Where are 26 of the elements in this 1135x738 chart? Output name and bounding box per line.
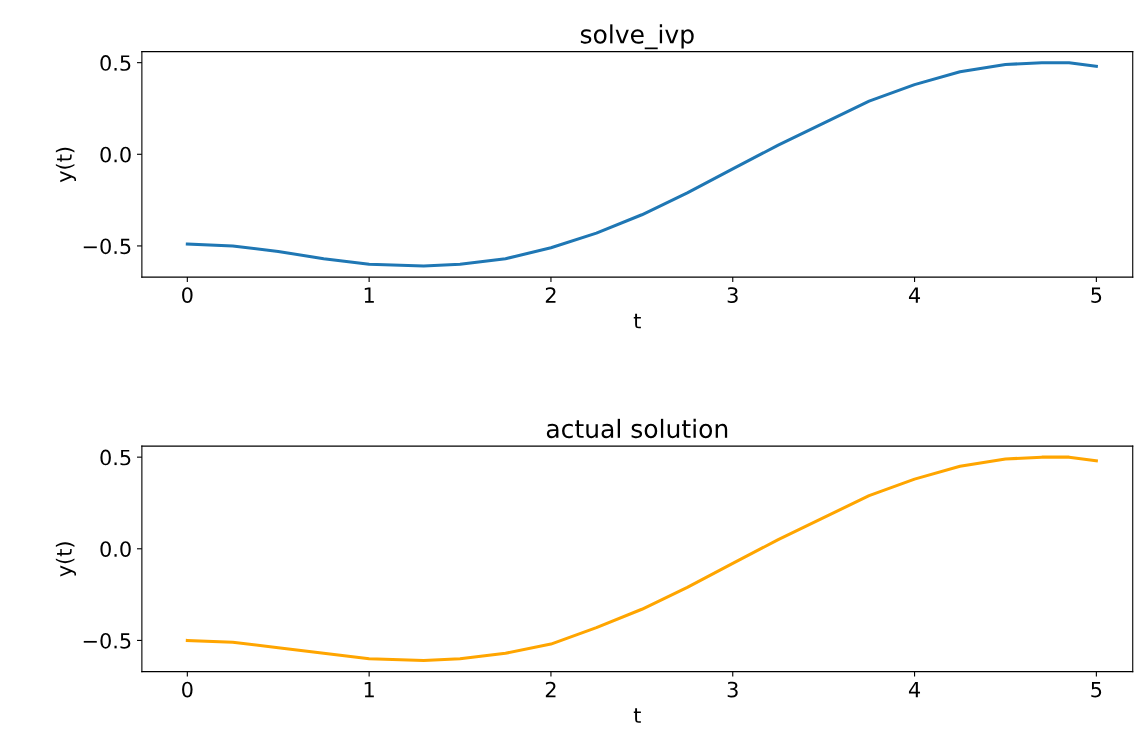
x-tick-label: 0 (182, 287, 193, 303)
y-tick-label: −0.5 (83, 632, 131, 649)
line-series (185, 455, 1098, 663)
x-axis-title: t (633, 313, 641, 329)
y-tick-label: 0.5 (100, 449, 131, 466)
x-tick-label: 3 (727, 287, 738, 303)
y-tick-label: −0.5 (83, 238, 131, 255)
y-axis-title: y(t) (55, 542, 77, 577)
y-axis-title: y(t) (55, 147, 77, 183)
x-tick-label: 0 (182, 681, 193, 698)
chart-title: solve_ivp (580, 24, 694, 50)
x-tick-label: 1 (364, 681, 374, 698)
x-tick-label: 4 (908, 287, 921, 303)
x-tick-label: 2 (545, 681, 556, 698)
x-tick-label: 1 (364, 287, 374, 303)
x-tick-label: 2 (545, 287, 556, 303)
x-tick-label: 3 (727, 681, 738, 698)
chart-title: actual solution (546, 418, 728, 439)
line-series (185, 61, 1098, 268)
y-tick-label: 0.5 (100, 55, 131, 71)
x-tick-label: 5 (1091, 287, 1102, 303)
y-tick-label: 0.0 (100, 146, 131, 163)
x-axis-title: t (633, 708, 641, 723)
x-tick-label: 4 (908, 681, 921, 698)
x-tick-label: 5 (1091, 681, 1102, 698)
y-tick-label: 0.0 (100, 541, 131, 557)
